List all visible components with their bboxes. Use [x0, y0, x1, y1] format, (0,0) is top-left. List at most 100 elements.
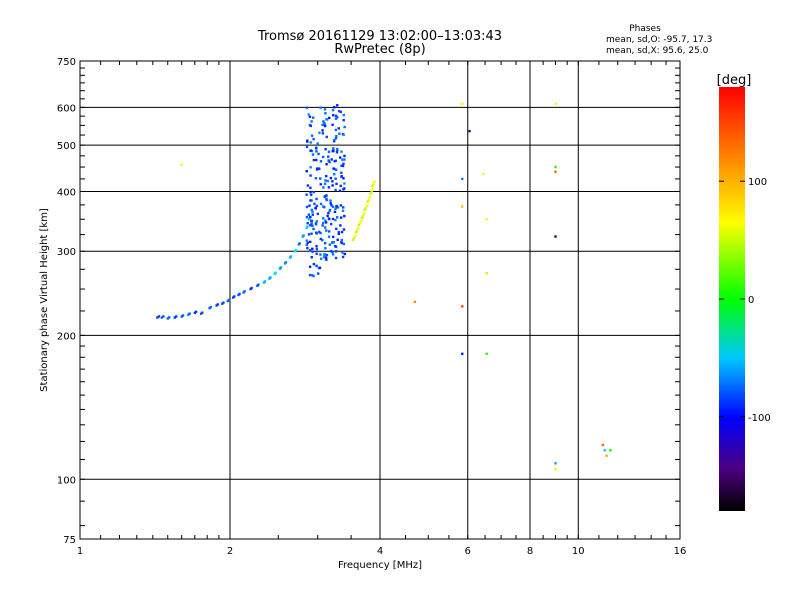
o-trace-point: [309, 186, 312, 189]
o-trace-point: [317, 152, 320, 156]
x-trace-point: [369, 192, 372, 195]
o-trace-point: [331, 205, 335, 208]
x-trace-point: [366, 200, 369, 203]
x-tick-label: 8: [527, 546, 533, 557]
o-trace-point: [310, 134, 314, 137]
o-trace-point: [329, 202, 332, 205]
o-trace-point: [319, 106, 322, 109]
colorbar-ticks: 100 0 -100: [719, 177, 771, 424]
o-trace-point: [331, 150, 335, 153]
o-trace-point: [339, 216, 343, 219]
o-trace-point: [334, 207, 337, 211]
o-trace-point: [173, 316, 177, 319]
scatter-point: [609, 449, 612, 452]
o-trace-point: [342, 228, 346, 231]
o-trace-point: [309, 166, 312, 169]
o-trace-point: [315, 204, 319, 208]
o-trace-point: [311, 116, 315, 119]
o-trace-point: [310, 120, 313, 123]
minor-ticks: [80, 61, 680, 539]
o-trace-point: [312, 274, 315, 278]
o-trace-point: [222, 301, 225, 304]
o-trace-point: [309, 149, 312, 152]
o-trace-point: [305, 239, 308, 242]
o-trace-point: [306, 241, 309, 244]
o-trace-point: [336, 238, 339, 241]
o-trace-point: [338, 132, 341, 135]
o-trace-point: [309, 190, 312, 194]
scatter-point: [485, 352, 488, 356]
o-trace-point: [319, 202, 323, 206]
o-trace-point: [175, 315, 178, 318]
scatter-point: [605, 454, 608, 457]
o-trace-point: [340, 230, 344, 234]
o-trace-point: [325, 163, 328, 166]
o-trace-point: [322, 217, 325, 220]
o-trace-point: [306, 184, 310, 187]
o-trace-point: [312, 158, 316, 162]
colorbar-tick-label: 100: [748, 177, 767, 188]
data-points: [156, 102, 612, 471]
o-trace-point: [312, 190, 315, 194]
scatter-point: [180, 163, 183, 166]
o-trace-point: [317, 230, 321, 234]
o-trace-point: [319, 183, 322, 186]
o-trace-point: [312, 227, 315, 231]
o-trace-point: [323, 122, 326, 125]
o-trace-point: [157, 315, 161, 318]
o-trace-point: [323, 108, 327, 111]
o-trace-point: [310, 208, 313, 212]
x-trace-point: [354, 234, 357, 237]
o-trace-point: [307, 113, 310, 116]
o-trace-point: [308, 216, 311, 220]
x-trace-point: [363, 208, 367, 211]
chart-title-line2: RwPretec (8p): [334, 42, 425, 57]
o-trace-point: [328, 243, 332, 246]
y-axis-label: Stationary phase Virtual Height [km]: [39, 208, 50, 392]
o-trace-point: [334, 177, 337, 180]
o-trace-point: [341, 255, 345, 259]
o-trace-point: [308, 265, 312, 268]
o-trace-point: [305, 243, 308, 247]
o-trace-point: [337, 231, 341, 234]
o-trace-point: [322, 120, 325, 123]
o-trace-point: [334, 128, 338, 132]
o-trace-point: [316, 142, 319, 145]
y-tick-label: 400: [57, 187, 76, 198]
o-trace-point: [311, 210, 314, 213]
o-trace-point: [342, 162, 345, 165]
o-trace-point: [323, 124, 327, 128]
x-trace-point: [358, 221, 362, 225]
o-trace-point: [327, 159, 330, 162]
scatter-point: [554, 462, 557, 465]
x-trace-point: [371, 188, 375, 191]
o-trace-point: [342, 133, 345, 136]
o-trace-point: [201, 311, 204, 314]
o-trace-point: [340, 150, 343, 153]
o-trace-point: [315, 247, 319, 251]
x-axis-label: Frequency [MHz]: [338, 560, 422, 571]
o-trace-point: [325, 253, 329, 257]
o-trace-point: [305, 145, 309, 149]
o-trace-point: [338, 189, 342, 192]
o-trace-point: [311, 153, 315, 156]
o-trace-point: [305, 205, 309, 209]
o-trace-point: [340, 171, 343, 174]
o-trace-point: [334, 114, 338, 118]
grid-lines: [80, 61, 680, 539]
phase-stats-o: mean, sd,O: -95.7, 17.3: [606, 35, 712, 45]
o-trace-point: [334, 137, 338, 140]
o-trace-point: [317, 167, 320, 170]
x-trace-point: [373, 180, 376, 183]
o-trace-point: [342, 118, 345, 122]
x-trace-point: [371, 184, 374, 188]
o-trace-point: [315, 245, 318, 248]
x-trace-point: [361, 214, 365, 217]
x-trace-point: [372, 182, 375, 186]
o-trace-point: [341, 209, 345, 212]
x-trace-point: [360, 219, 363, 222]
o-trace-point: [339, 204, 343, 207]
o-trace-point: [315, 158, 318, 162]
x-trace-point: [352, 236, 356, 240]
